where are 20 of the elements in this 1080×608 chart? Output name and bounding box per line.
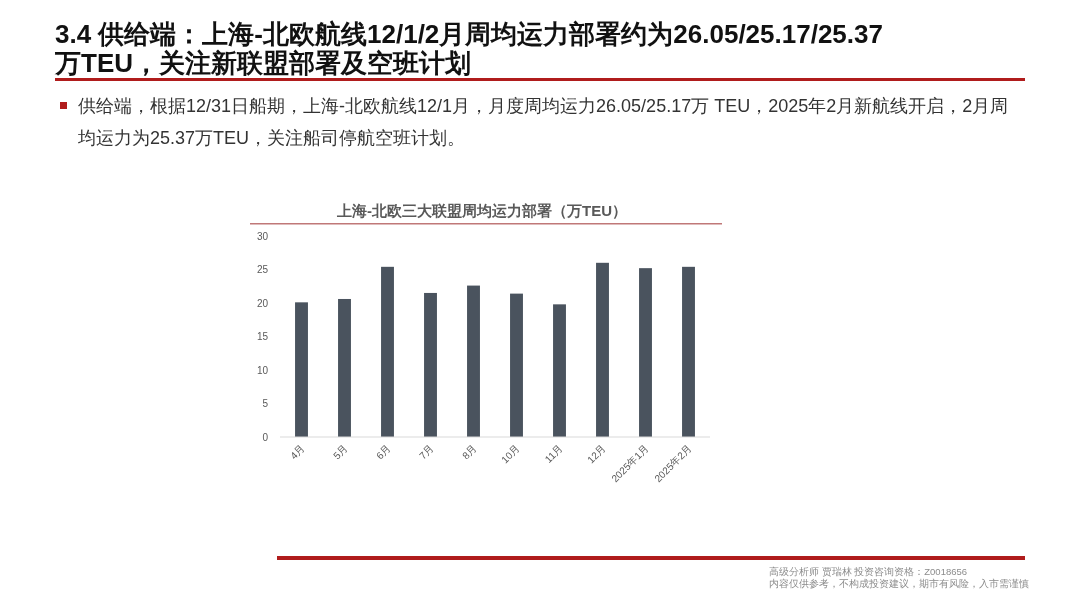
- x-tick-label: 7月: [417, 442, 436, 462]
- annotation: 高级分析师 贾瑞林 投资咨询资格：Z0018656: [769, 566, 968, 578]
- x-tick-label: 11月: [542, 442, 565, 465]
- x-tick-label: 6月: [374, 442, 393, 462]
- annotation: 内容仅供参考，不构成投资建议，期市有风险，入市需谨慎: [769, 578, 1029, 590]
- title: 3.4 供给端：上海-北欧航线12/1/2月周均运力部署约为26.05/25.17/25.37万TEU，关注新联盟部署及空班计划: [55, 20, 884, 78]
- y-tick-label: 10: [256, 364, 269, 376]
- x-tick-label: 12月: [585, 442, 608, 466]
- x-tick-label: 5月: [331, 442, 350, 462]
- y-tick-label: 20: [256, 297, 269, 309]
- y-tick-label: 5: [262, 398, 269, 409]
- chart-subtitle: 上海-北欧三大联盟周均运力部署（万TEU）: [336, 202, 627, 219]
- y-tick-label: 0: [262, 431, 269, 443]
- x-tick-label: 8月: [460, 442, 479, 462]
- y-tick-label: 30: [256, 230, 269, 242]
- x-tick-label: 4月: [288, 442, 307, 462]
- y-tick-label: 25: [256, 264, 269, 275]
- x-tick-label: 10月: [499, 442, 522, 466]
- annotation: 供给端，根据12/31日船期，上海-北欧航线12/1月，月度周均运力26.05/25.17万 TEU，2025年2月新航线开启，2月周均运力为25.37万TEU，关注船司停航空班计划。: [78, 95, 1010, 150]
- y-tick-label: 15: [256, 331, 269, 342]
